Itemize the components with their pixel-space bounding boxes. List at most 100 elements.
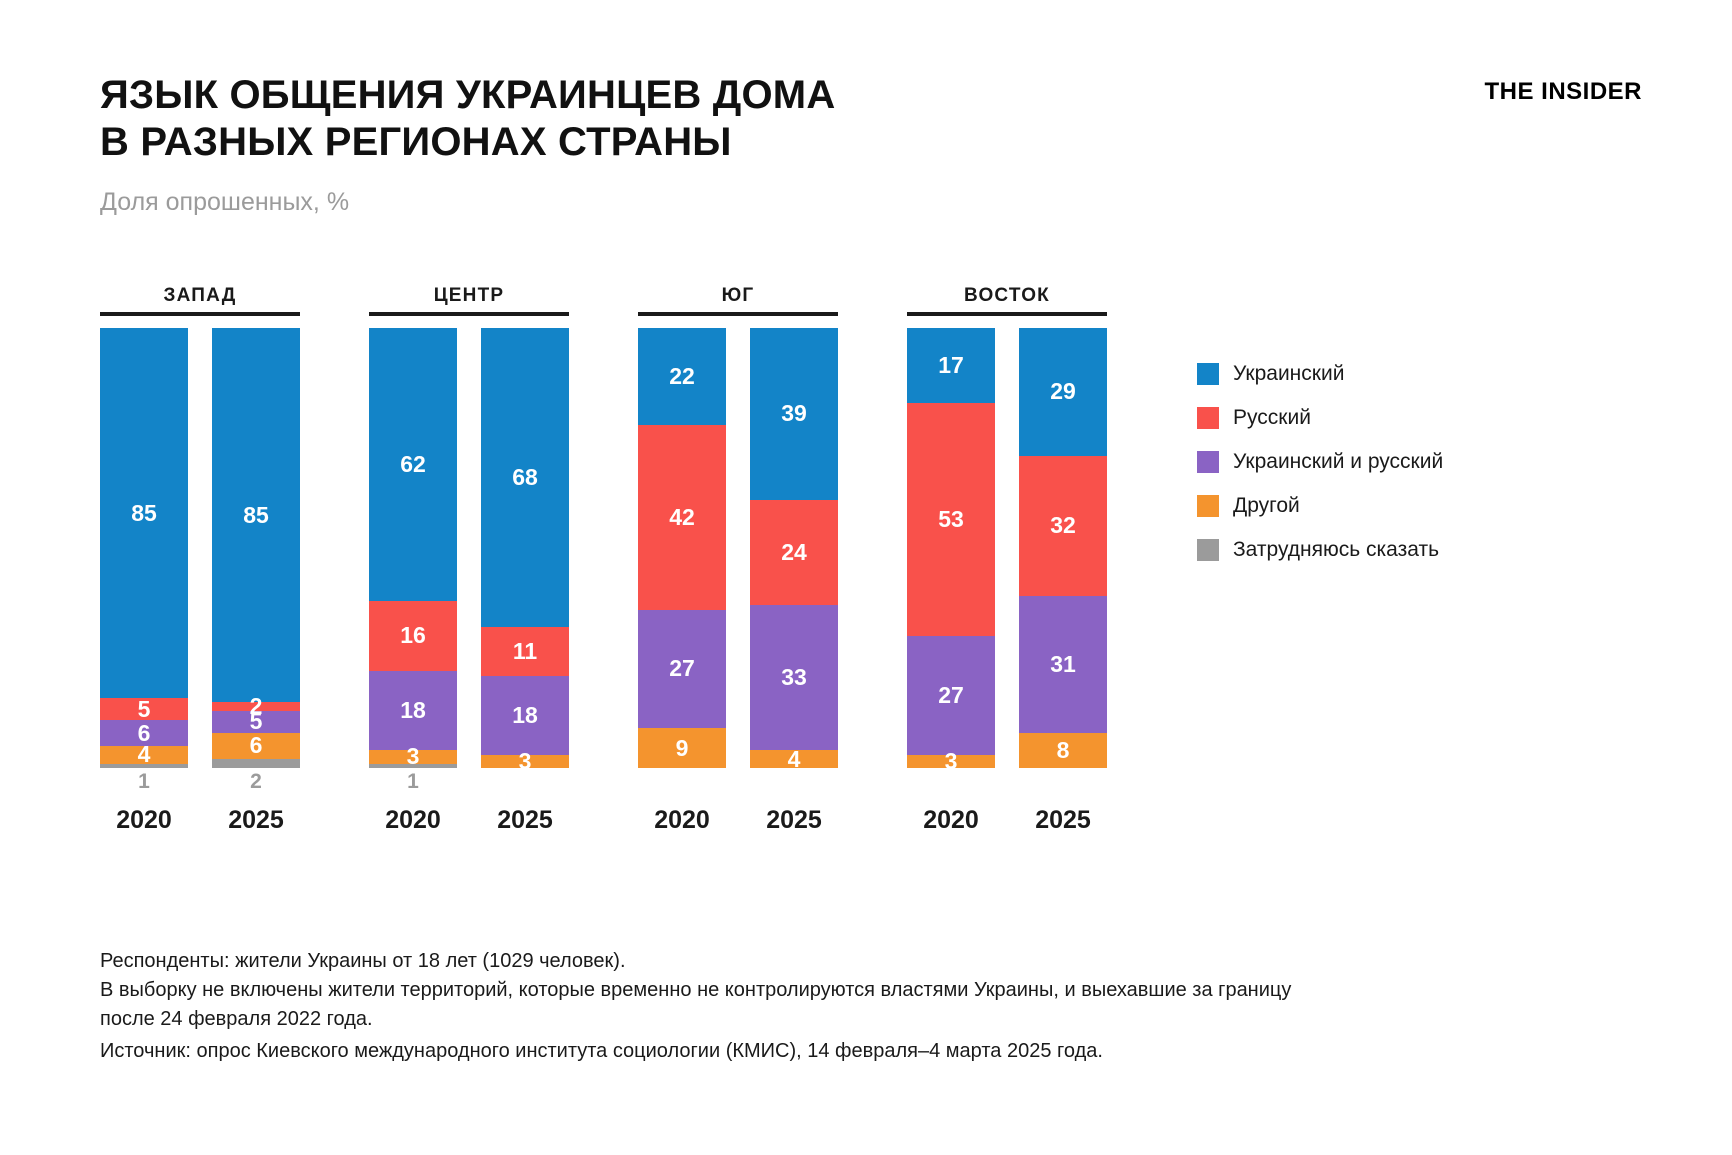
- bar-column-2020[interactable]: 22 42 27 9 2020: [638, 328, 726, 834]
- bar-segment[interactable]: 42: [638, 424, 726, 610]
- bar-segment[interactable]: 17: [907, 328, 995, 403]
- bar-segment[interactable]: 6: [100, 720, 188, 747]
- bar-segment[interactable]: 18: [481, 675, 569, 755]
- legend-item[interactable]: Затрудняюсь сказать: [1197, 538, 1443, 562]
- bar-value-label: 8: [1056, 736, 1070, 763]
- bar-column-2025[interactable]: 39 24 33 4 2025: [750, 328, 838, 834]
- chart-legend: Украинский Русский Украинский и русский Дру…: [1197, 362, 1443, 562]
- bar-value-label: 32: [1050, 512, 1076, 539]
- bar-value-label: 4: [787, 745, 801, 772]
- bar-segment[interactable]: 3: [369, 745, 457, 768]
- bar-column-2025[interactable]: 29 32 31 8 2025: [1019, 328, 1107, 834]
- legend-swatch-icon: [1197, 451, 1219, 473]
- bar-segment[interactable]: 27: [638, 609, 726, 729]
- bar-segment[interactable]: 3: [481, 749, 569, 772]
- bar-stack: 68 11 18 3: [481, 328, 569, 772]
- bar-value-label: 27: [938, 681, 964, 708]
- page-title: ЯЗЫК ОБЩЕНИЯ УКРАИНЦЕВ ДОМА В РАЗНЫХ РЕГ…: [100, 73, 836, 165]
- bar-segment[interactable]: 2: [212, 759, 300, 792]
- year-label: 2020: [654, 806, 710, 834]
- bar-segment[interactable]: 39: [750, 328, 838, 500]
- bar-segment[interactable]: 6: [212, 732, 300, 760]
- group-label: ЦЕНТР: [433, 285, 505, 306]
- bar-stack: 17 53 27 3: [907, 328, 995, 772]
- year-label: 2025: [766, 806, 822, 834]
- bar-segment[interactable]: 32: [1019, 455, 1107, 597]
- bar-stack: 85 5 6 4 1: [100, 328, 188, 792]
- bar-segment[interactable]: 85: [212, 328, 300, 702]
- bar-value-label: 3: [944, 747, 958, 774]
- bar-segment[interactable]: 62: [369, 328, 457, 601]
- bar-column-2020[interactable]: 17 53 27 3 2020: [907, 328, 995, 834]
- bar-segment[interactable]: 27: [907, 635, 995, 755]
- bar-stack: 22 42 27 9: [638, 328, 726, 768]
- legend-item[interactable]: Другой: [1197, 494, 1443, 518]
- bar-segment[interactable]: 9: [638, 728, 726, 768]
- bar-segment[interactable]: 33: [750, 605, 838, 751]
- bar-segment[interactable]: 5: [212, 708, 300, 735]
- bar-segment[interactable]: 18: [369, 671, 457, 751]
- bar-value-label: 33: [781, 664, 807, 691]
- bar-segment[interactable]: 31: [1019, 596, 1107, 733]
- year-label: 2020: [923, 806, 979, 834]
- legend-swatch-icon: [1197, 363, 1219, 385]
- bar-value-label: 6: [249, 732, 263, 759]
- bar-value-label: 39: [781, 400, 807, 427]
- legend-item[interactable]: Русский: [1197, 406, 1443, 430]
- bar-group: 62 16 18 3 1 2020 68 11 18 3 2025: [369, 328, 569, 834]
- group-header: ЗАПАД: [100, 285, 300, 316]
- chart-group-запад: ЗАПАД 85 5 6 4 1 2020 85 2 5 6 2 2025: [100, 285, 300, 834]
- legend-swatch-icon: [1197, 407, 1219, 429]
- bar-segment[interactable]: 1: [100, 763, 188, 792]
- footnotes: Респонденты: жители Украины от 18 лет (1…: [100, 947, 1600, 1034]
- legend-item[interactable]: Украинский: [1197, 362, 1443, 386]
- bar-segment[interactable]: 5: [100, 697, 188, 720]
- header: ЯЗЫК ОБЩЕНИЯ УКРАИНЦЕВ ДОМА В РАЗНЫХ РЕГ…: [100, 72, 1642, 166]
- legend-swatch-icon: [1197, 539, 1219, 561]
- bar-value-label: 16: [400, 622, 426, 649]
- bar-segment[interactable]: 4: [100, 741, 188, 768]
- group-label: ЮГ: [721, 285, 755, 306]
- legend-label: Украинский и русский: [1233, 450, 1444, 473]
- bar-segment[interactable]: 11: [481, 627, 569, 676]
- bar-value-label: 62: [400, 450, 426, 477]
- bar-value-label: 85: [131, 499, 157, 526]
- bar-column-2025[interactable]: 85 2 5 6 2 2025: [212, 328, 300, 834]
- bar-segment[interactable]: 85: [100, 328, 188, 699]
- bar-value-label: 1: [407, 769, 419, 793]
- bar-segment[interactable]: 2: [212, 694, 300, 717]
- bar-value-label: 1: [138, 769, 150, 793]
- group-label: ВОСТОК: [964, 285, 1050, 306]
- bar-value-label: 3: [406, 743, 420, 770]
- bar-value-label: 42: [669, 503, 695, 530]
- bar-segment[interactable]: 4: [750, 745, 838, 772]
- bar-value-label: 29: [1050, 378, 1076, 405]
- bar-segment[interactable]: 29: [1019, 328, 1107, 456]
- chart-group-восток: ВОСТОК 17 53 27 3 2020 29 32 31 8 2025: [907, 285, 1107, 834]
- chart-group-центр: ЦЕНТР 62 16 18 3 1 2020 68 11 18 3 2025: [369, 285, 569, 834]
- bar-value-label: 4: [137, 741, 151, 768]
- bar-value-label: 24: [781, 538, 807, 565]
- footnote-line: после 24 февраля 2022 года.: [100, 1008, 373, 1030]
- legend-item[interactable]: Украинский и русский: [1197, 450, 1443, 474]
- bar-segment[interactable]: 68: [481, 328, 569, 628]
- bar-segment[interactable]: 24: [750, 499, 838, 606]
- bar-value-label: 68: [512, 464, 538, 491]
- bar-segment[interactable]: 3: [907, 749, 995, 772]
- bar-value-label: 5: [249, 708, 263, 735]
- bar-value-label: 18: [400, 697, 426, 724]
- bar-segment[interactable]: 53: [907, 402, 995, 636]
- bar-column-2020[interactable]: 85 5 6 4 1 2020: [100, 328, 188, 834]
- source-line: Источник: опрос Киевского международного…: [100, 1040, 1103, 1062]
- bar-segment[interactable]: 16: [369, 600, 457, 672]
- group-underline: [638, 312, 838, 316]
- bar-value-label: 18: [512, 701, 538, 728]
- bar-segment[interactable]: 1: [369, 763, 457, 792]
- year-label: 2025: [1035, 806, 1091, 834]
- bar-segment[interactable]: 22: [638, 328, 726, 425]
- bar-column-2020[interactable]: 62 16 18 3 1 2020: [369, 328, 457, 834]
- bar-column-2025[interactable]: 68 11 18 3 2025: [481, 328, 569, 834]
- bar-value-label: 53: [938, 505, 964, 532]
- year-label: 2025: [228, 806, 284, 834]
- bar-segment[interactable]: 8: [1019, 732, 1107, 768]
